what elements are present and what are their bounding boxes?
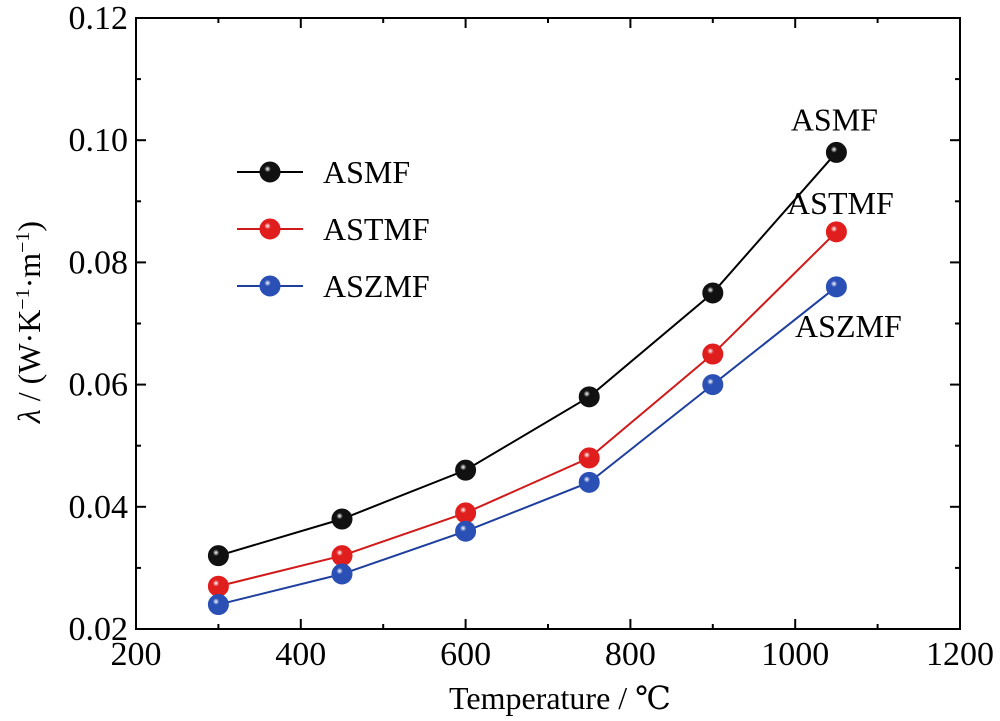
y-axis-sup-b: −1 [12, 232, 34, 253]
x-tick-label: 400 [275, 636, 326, 673]
y-axis-text-b: ·m [11, 253, 47, 289]
y-tick-label: 0.04 [69, 489, 129, 526]
x-tick-label: 1200 [926, 636, 994, 673]
y-axis-sup-a: −1 [12, 288, 34, 309]
y-tick-label: 0.02 [69, 611, 129, 648]
x-tick-label: 200 [111, 636, 162, 673]
x-tick-label: 1000 [761, 636, 829, 673]
data-point [331, 508, 353, 530]
data-point [702, 343, 724, 365]
y-tick-label: 0.08 [69, 244, 129, 281]
annotation-asmf: ASMF [791, 101, 878, 137]
data-point [207, 545, 229, 567]
data-point [207, 575, 229, 597]
series-line [218, 231, 838, 588]
data-point [825, 141, 847, 163]
data-point [331, 545, 353, 567]
legend-marker [259, 275, 281, 297]
legend-label: ASTMF [323, 211, 430, 247]
y-axis-title: λ / (W·K−1·m−1) [11, 221, 47, 424]
legend-marker [259, 161, 281, 183]
y-axis-text-c: ) [11, 221, 47, 232]
legend-item: ASZMF [237, 268, 430, 304]
legend-label: ASMF [323, 154, 410, 190]
x-tick-label: 800 [605, 636, 656, 673]
data-point [455, 502, 477, 524]
data-point [455, 520, 477, 542]
y-tick-label: 0.10 [69, 122, 129, 159]
series-astmf [207, 221, 847, 597]
data-point [825, 276, 847, 298]
series-aszmf [207, 276, 847, 616]
x-axis-title: Temperature / ℃ [449, 680, 671, 716]
data-point [578, 386, 600, 408]
data-point [207, 594, 229, 616]
y-tick-label: 0.06 [69, 367, 129, 404]
series-line [218, 151, 838, 557]
y-tick-label: 0.12 [69, 0, 129, 37]
legend-label: ASZMF [323, 268, 430, 304]
legend: ASMF ASTMF ASZMF [237, 154, 430, 304]
data-point [578, 447, 600, 469]
legend-item: ASMF [237, 154, 410, 190]
series-asmf [207, 141, 847, 567]
annotation-astmf: ASTMF [787, 185, 894, 221]
data-point [331, 563, 353, 585]
data-point [702, 374, 724, 396]
annotation-aszmf: ASZMF [795, 308, 902, 344]
y-axis-text-a: / (W·K [11, 310, 47, 410]
legend-marker [259, 218, 281, 240]
data-point [825, 221, 847, 243]
data-point [702, 282, 724, 304]
series-line [218, 286, 838, 606]
data-point [578, 471, 600, 493]
y-axis-symbol: λ [11, 409, 47, 424]
x-tick-label: 600 [440, 636, 491, 673]
legend-item: ASTMF [237, 211, 430, 247]
data-point [455, 459, 477, 481]
